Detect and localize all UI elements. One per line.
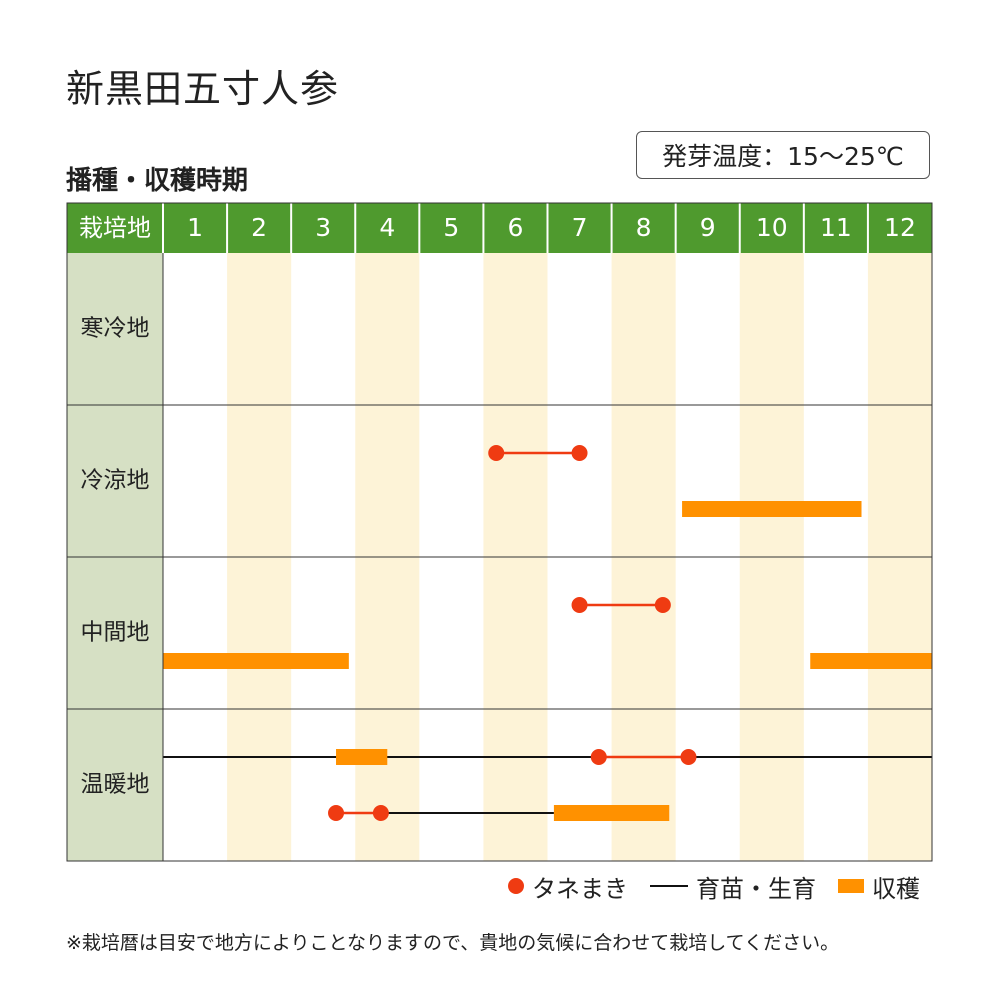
legend-growing: 育苗・生育 bbox=[650, 869, 816, 904]
harvest-bar bbox=[553, 805, 670, 821]
growing-line-icon bbox=[650, 885, 688, 887]
sowing-dot-icon bbox=[508, 878, 524, 894]
sowing-point bbox=[680, 749, 697, 765]
region-label-0: 寒冷地 bbox=[81, 316, 150, 342]
sowing-point bbox=[571, 597, 588, 613]
chart-title: 新黒田五寸人参 bbox=[66, 67, 340, 111]
legend-harvest-label: 収穫 bbox=[872, 874, 920, 903]
table-border bbox=[66, 202, 933, 862]
sowing-point bbox=[654, 597, 671, 613]
footnote: ※栽培暦は目安で地方によりことなりますので、貴地の気候に合わせて栽培してください… bbox=[66, 932, 840, 954]
month-label-12: 12 bbox=[884, 213, 916, 242]
harvest-bar bbox=[682, 501, 862, 517]
legend-sowing-label: タネまき bbox=[532, 874, 628, 903]
harvest-bar bbox=[810, 653, 932, 669]
sowing-point bbox=[488, 445, 505, 461]
month-label-4: 4 bbox=[379, 213, 395, 242]
month-label-10: 10 bbox=[756, 213, 788, 242]
harvest-bar bbox=[336, 749, 388, 765]
legend-growing-label: 育苗・生育 bbox=[696, 874, 816, 903]
header-row bbox=[67, 203, 932, 253]
sowing-point bbox=[372, 805, 389, 821]
sowing-point bbox=[328, 805, 345, 821]
legend-harvest: 収穫 bbox=[838, 869, 920, 904]
chart-subtitle: 播種・収穫時期 bbox=[66, 166, 249, 196]
region-label-1: 冷涼地 bbox=[81, 468, 150, 494]
legend: タネまき 育苗・生育 収穫 bbox=[500, 868, 940, 904]
month-label-5: 5 bbox=[443, 213, 459, 242]
month-label-9: 9 bbox=[700, 213, 716, 242]
germination-temp-label: 発芽温度：15〜25℃ bbox=[662, 142, 904, 171]
month-label-6: 6 bbox=[508, 213, 524, 242]
sowing-point bbox=[590, 749, 607, 765]
region-label-2: 中間地 bbox=[81, 620, 150, 646]
sowing-point bbox=[571, 445, 588, 461]
region-label-3: 温暖地 bbox=[81, 772, 150, 798]
month-label-7: 7 bbox=[572, 213, 588, 242]
legend-sowing: タネまき bbox=[508, 869, 628, 904]
harvest-bar-icon bbox=[838, 879, 864, 893]
harvest-bar bbox=[163, 653, 349, 669]
month-label-1: 1 bbox=[187, 213, 203, 242]
header-region-label: 栽培地 bbox=[79, 214, 151, 242]
month-label-11: 11 bbox=[820, 213, 852, 242]
month-label-8: 8 bbox=[636, 213, 652, 242]
germination-temp-badge: 発芽温度：15〜25℃ bbox=[636, 131, 930, 179]
month-label-3: 3 bbox=[315, 213, 331, 242]
month-label-2: 2 bbox=[251, 213, 267, 242]
